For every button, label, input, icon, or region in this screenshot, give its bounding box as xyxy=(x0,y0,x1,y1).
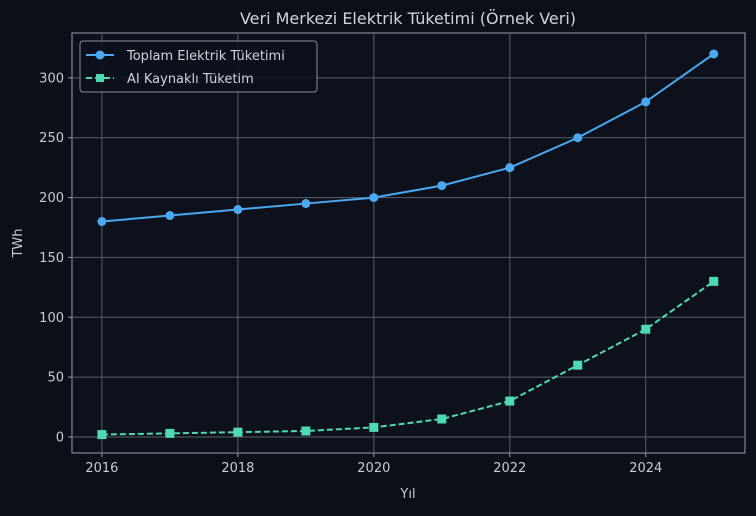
y-tick-label: 300 xyxy=(39,71,64,86)
data-point-square xyxy=(573,360,583,370)
legend-label-total: Toplam Elektrik Tüketimi xyxy=(126,49,285,64)
y-tick-label: 150 xyxy=(39,251,64,266)
x-axis-label: Yıl xyxy=(399,487,415,502)
data-point-circle xyxy=(437,181,447,191)
series-line-1 xyxy=(101,280,715,436)
plot-area xyxy=(71,32,746,454)
legend-marker-total xyxy=(95,50,105,60)
data-point-circle xyxy=(505,163,515,173)
legend-box xyxy=(79,40,318,93)
data-point-square xyxy=(369,422,379,432)
data-point-square xyxy=(301,426,311,436)
data-point-square xyxy=(641,324,651,334)
x-tick-label: 2024 xyxy=(629,461,662,476)
data-point-circle xyxy=(709,49,719,59)
data-point-square xyxy=(233,427,243,437)
y-tick-label: 250 xyxy=(39,131,64,146)
series-lines xyxy=(97,49,719,440)
data-point-circle xyxy=(573,133,583,143)
data-point-circle xyxy=(165,211,175,221)
data-point-square xyxy=(165,428,175,438)
y-tick-label: 50 xyxy=(47,371,64,386)
data-point-square xyxy=(709,276,719,286)
legend-marker-ai xyxy=(96,74,104,82)
data-point-circle xyxy=(301,199,311,209)
y-tick-label: 100 xyxy=(39,311,64,326)
data-point-square xyxy=(437,414,447,424)
data-point-circle xyxy=(369,193,379,203)
y-tick-label: 200 xyxy=(39,191,64,206)
data-point-circle xyxy=(641,97,651,107)
series-line-0 xyxy=(101,53,715,223)
legend: Toplam Elektrik Tüketimi AI Kaynaklı Tük… xyxy=(79,40,318,93)
data-point-square xyxy=(97,430,107,440)
y-axis-label: TWh xyxy=(11,228,26,258)
data-point-circle xyxy=(233,205,243,215)
ticks: 2016 2018 2020 2022 2024 0 50 100 150 200 250 300 xyxy=(39,71,662,476)
x-tick-label: 2020 xyxy=(357,461,390,476)
x-tick-label: 2018 xyxy=(221,461,254,476)
legend-label-ai: AI Kaynaklı Tüketim xyxy=(127,72,254,87)
x-tick-label: 2022 xyxy=(493,461,526,476)
data-point-square xyxy=(505,396,515,406)
chart-title: Veri Merkezi Elektrik Tüketimi (Örnek Ve… xyxy=(240,9,576,28)
x-tick-label: 2016 xyxy=(85,461,118,476)
y-tick-label: 0 xyxy=(56,430,64,445)
data-point-circle xyxy=(97,217,107,227)
